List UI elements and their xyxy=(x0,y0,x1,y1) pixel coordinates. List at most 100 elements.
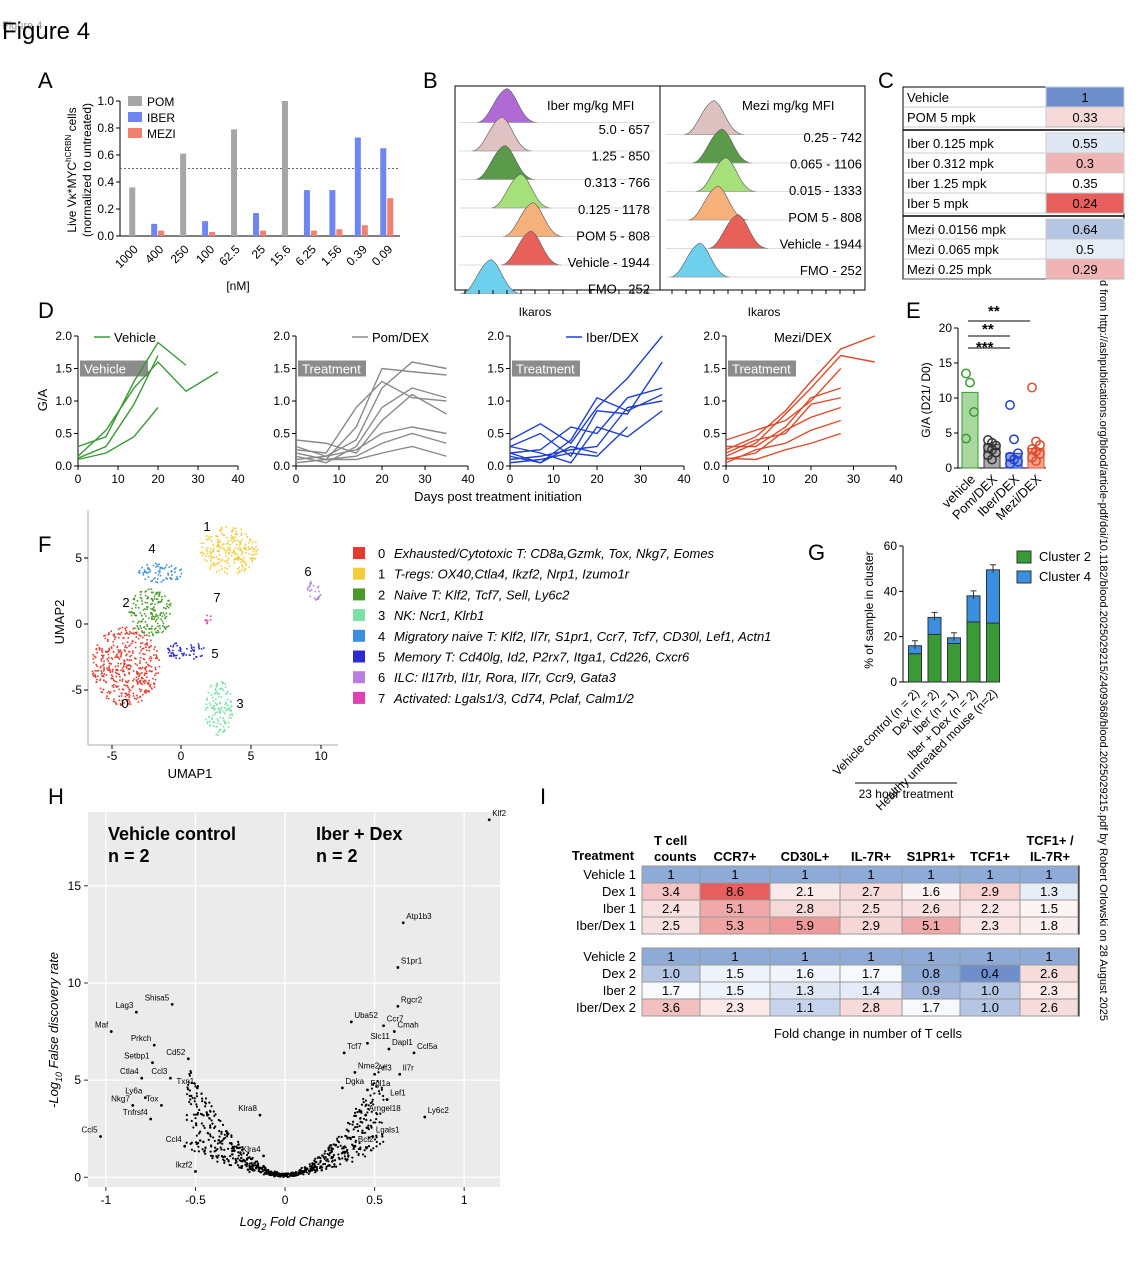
h-gene-point xyxy=(344,1157,347,1161)
f-cell-point xyxy=(101,651,104,654)
f-cell-point xyxy=(123,702,125,704)
f-cell-point xyxy=(143,674,146,676)
f-cell-point xyxy=(236,572,239,574)
h-labeled-gene-point xyxy=(342,1051,346,1055)
f-cell-point xyxy=(236,553,239,556)
f-cell-point xyxy=(137,637,140,640)
f-cell-point xyxy=(100,673,103,675)
f-cell-point xyxy=(116,645,119,648)
h-gene-point xyxy=(193,1100,196,1103)
h-gene-point xyxy=(346,1158,349,1161)
h-gene-point xyxy=(320,1169,323,1172)
h-gene-point xyxy=(263,1168,266,1171)
f-cell-point xyxy=(205,707,208,709)
h-gene-point xyxy=(241,1159,245,1162)
f-cell-point xyxy=(135,676,138,679)
f-cell-point xyxy=(224,567,226,569)
f-cell-point xyxy=(143,626,146,628)
f-cell-point xyxy=(168,655,171,657)
f-cell-point xyxy=(251,546,253,548)
f-cell-point xyxy=(151,612,153,614)
f-cell-point xyxy=(205,718,207,721)
f-cell-point xyxy=(233,559,235,561)
f-cell-point xyxy=(127,679,130,682)
f-legend-desc: Memory T: Cd40lg, Id2, P2rx7, Itga1, Cd2… xyxy=(394,650,690,665)
f-cell-point xyxy=(105,650,107,653)
f-cell-point xyxy=(146,608,148,611)
f-cell-point xyxy=(159,574,162,577)
f-cell-point xyxy=(210,535,213,538)
d-x-tick-label: 0 xyxy=(293,472,300,486)
b-row-label-r: Vehicle - 1944 xyxy=(780,236,862,251)
f-cell-point xyxy=(318,590,320,593)
f-cell-point xyxy=(147,690,150,692)
f-cell-point xyxy=(141,603,144,605)
f-cell-point xyxy=(113,698,115,701)
h-gene-point xyxy=(368,1136,371,1139)
f-cell-point xyxy=(112,634,115,636)
f-cell-point xyxy=(223,706,226,709)
f-cell-point xyxy=(209,704,212,707)
f-cell-point xyxy=(221,546,223,549)
h-gene-point xyxy=(377,1071,380,1074)
f-cell-point xyxy=(221,532,223,535)
f-cell-point xyxy=(124,646,126,648)
i-cell-value: 0.9 xyxy=(922,983,940,998)
f-cell-point xyxy=(146,625,149,628)
f-cell-point xyxy=(136,696,139,699)
h-gene-point xyxy=(369,1124,373,1127)
h-gene-point xyxy=(331,1165,334,1169)
f-cell-point xyxy=(165,607,167,610)
h-gene-point xyxy=(358,1108,361,1112)
h-gene-point xyxy=(257,1169,260,1173)
h-gene-point xyxy=(214,1113,217,1116)
f-cell-point xyxy=(147,663,149,666)
f-cell-point xyxy=(218,541,220,544)
g-legend-label: Cluster 2 xyxy=(1039,549,1091,564)
h-gene-point xyxy=(193,1082,196,1085)
f-cell-point xyxy=(144,601,147,604)
h-gene-point xyxy=(351,1144,354,1147)
f-cell-point xyxy=(124,632,127,635)
f-cell-point xyxy=(240,540,242,543)
f-cell-point xyxy=(152,591,154,594)
h-gene-point xyxy=(333,1163,336,1166)
f-cell-point xyxy=(237,555,239,558)
f-cell-point xyxy=(121,692,123,695)
d-period-box xyxy=(512,360,580,377)
f-cell-point xyxy=(134,606,137,609)
f-cell-point xyxy=(154,646,156,648)
f-cluster-7 xyxy=(204,614,212,625)
f-cell-point xyxy=(221,687,224,690)
h-gene-point xyxy=(200,1097,204,1100)
f-cell-point xyxy=(178,657,181,660)
f-x-tick-label: 10 xyxy=(314,749,328,763)
f-cell-point xyxy=(110,647,113,649)
h-left-title: Vehicle control xyxy=(108,824,236,844)
f-cell-point xyxy=(220,709,223,712)
f-cell-point xyxy=(150,628,153,630)
f-cell-point xyxy=(212,725,215,727)
f-cell-point xyxy=(248,538,251,541)
f-cell-point xyxy=(170,655,172,657)
d-y-tick-label: 1.0 xyxy=(703,394,720,408)
h-gene-point xyxy=(217,1154,220,1157)
f-cell-point xyxy=(100,670,103,672)
f-cell-point xyxy=(176,654,178,657)
i-cell-value: 5.1 xyxy=(726,901,744,916)
f-cell-point xyxy=(146,606,148,608)
f-cell-point xyxy=(93,674,95,677)
f-cell-point xyxy=(153,654,155,656)
h-gene-point xyxy=(218,1135,221,1138)
h-gene-point xyxy=(359,1120,362,1123)
h-gene-point xyxy=(263,1165,266,1169)
h-gene-point xyxy=(192,1113,196,1116)
h-gene-point xyxy=(194,1122,198,1125)
d-series-line xyxy=(725,406,841,461)
f-cell-point xyxy=(157,600,160,603)
f-cell-point xyxy=(110,677,113,680)
d-legend-label: Pom/DEX xyxy=(372,330,429,345)
h-gene-point xyxy=(260,1166,263,1170)
f-cell-point xyxy=(129,667,131,670)
h-gene-point xyxy=(373,1138,377,1141)
